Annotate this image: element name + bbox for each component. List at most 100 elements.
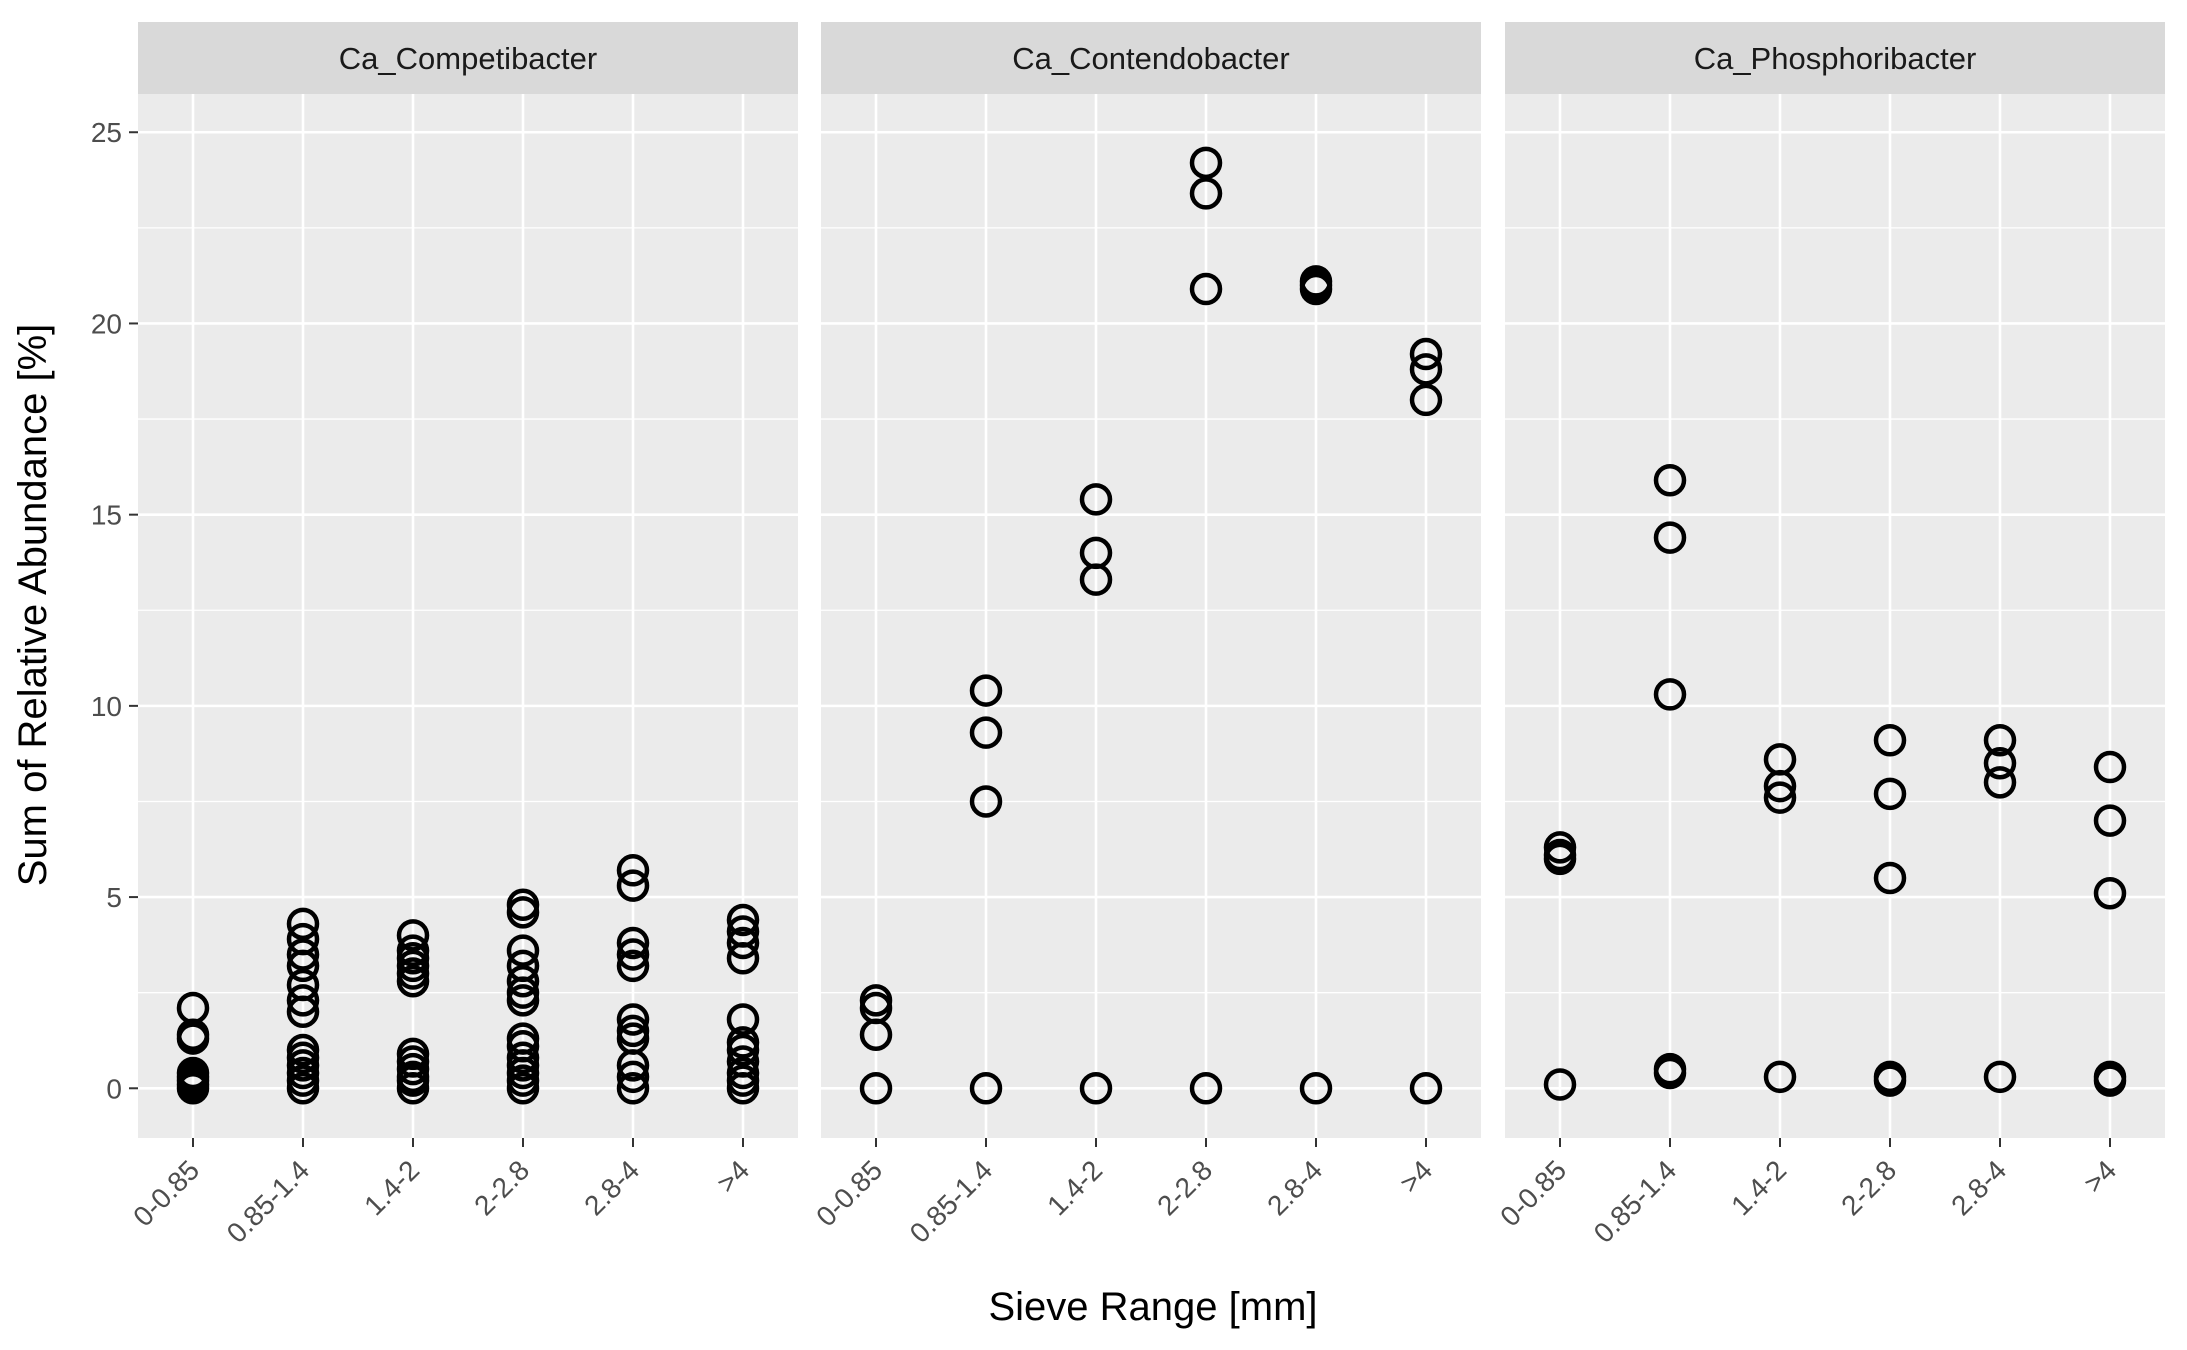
data-point — [286, 938, 320, 971]
data-point — [1079, 563, 1113, 596]
y-tick-label: 0 — [106, 1073, 122, 1104]
data-point — [1763, 769, 1797, 803]
data-point — [616, 1060, 650, 1094]
data-point — [286, 995, 320, 1029]
data-point — [1079, 483, 1113, 516]
x-tick-label: 0.85-1.4 — [1588, 1154, 1683, 1249]
x-tick-label: 2.8-4 — [1261, 1154, 1328, 1221]
data-point — [176, 1022, 210, 1055]
data-point — [396, 964, 430, 998]
data-point — [969, 674, 1003, 707]
points-group — [859, 146, 1443, 1105]
data-point — [969, 1072, 1003, 1105]
data-point — [616, 1072, 650, 1105]
data-point — [1079, 1072, 1113, 1105]
panel-3: Ca_Phosphoribacter 0-0.85 0.85-1.4 1.4-2 2-2… — [1494, 22, 2165, 1249]
data-point — [1189, 272, 1223, 306]
data-point — [1189, 1072, 1223, 1105]
y-axis-title: Sum of Relative Abundance [%] — [11, 324, 55, 887]
data-point — [726, 1072, 760, 1105]
data-point — [969, 716, 1003, 749]
y-tick-label: 5 — [106, 882, 122, 913]
x-tick-label: >4 — [2078, 1154, 2123, 1199]
data-point — [396, 919, 430, 952]
data-point — [616, 938, 650, 971]
data-point — [1189, 146, 1223, 180]
data-point — [1409, 353, 1443, 386]
data-point — [1543, 1068, 1577, 1101]
facet-title: Ca_Competibacter — [339, 41, 597, 76]
x-tick-label: 0.85-1.4 — [221, 1154, 316, 1249]
data-point — [616, 1049, 650, 1082]
panel-background — [821, 94, 1481, 1138]
data-point — [506, 964, 540, 998]
data-point — [726, 1003, 760, 1036]
data-point — [1653, 521, 1687, 554]
data-point — [726, 1033, 760, 1067]
data-point — [286, 907, 320, 941]
data-point — [1299, 272, 1333, 306]
x-tick-label: 1.4-2 — [1041, 1154, 1108, 1221]
data-point — [506, 934, 540, 967]
data-point — [1409, 1072, 1443, 1105]
data-point — [616, 1003, 650, 1036]
x-tick-label: 2-2.8 — [1835, 1154, 1902, 1221]
y-axis: 0 5 10 15 20 25 — [91, 117, 138, 1104]
data-point — [1983, 1060, 2017, 1094]
x-tick-label: >4 — [1394, 1154, 1439, 1199]
y-tick-label: 20 — [91, 308, 122, 339]
data-point — [2093, 750, 2127, 784]
data-point — [1653, 463, 1687, 497]
data-point — [726, 926, 760, 960]
data-point — [859, 1018, 893, 1051]
x-tick-label: 0-0.85 — [1494, 1154, 1572, 1232]
data-point — [1653, 1056, 1687, 1090]
data-point — [859, 1072, 893, 1105]
data-point — [286, 949, 320, 983]
data-point — [286, 984, 320, 1017]
panel-2: Ca_Contendobacter 0-0.85 0.85-1.4 1.4-2 2-2.… — [810, 22, 1481, 1249]
panel-background — [1505, 94, 2165, 1138]
data-point — [1983, 766, 2017, 799]
data-point — [1409, 337, 1443, 371]
x-tick-label: 2.8-4 — [578, 1154, 645, 1221]
data-point — [1873, 777, 1907, 811]
data-point — [1543, 842, 1577, 876]
x-tick-label: 1.4-2 — [358, 1154, 425, 1221]
x-tick-label: 0.85-1.4 — [904, 1154, 999, 1249]
points-group — [1543, 463, 2127, 1101]
x-axis-title: Sieve Range [mm] — [988, 1285, 1317, 1329]
x-tick-label: 2-2.8 — [468, 1154, 535, 1221]
facet-title: Ca_Phosphoribacter — [1694, 41, 1977, 76]
facet-strip — [138, 22, 798, 94]
panel-background — [138, 94, 798, 1138]
data-point — [506, 896, 540, 929]
data-point — [506, 1072, 540, 1105]
data-point — [1873, 861, 1907, 895]
data-point — [176, 1072, 210, 1105]
y-tick-label: 25 — [91, 117, 122, 148]
data-point — [1983, 746, 2017, 780]
points-group — [176, 854, 760, 1105]
data-point — [726, 942, 760, 975]
data-point — [1409, 383, 1443, 417]
data-point — [2093, 1064, 2127, 1097]
x-tick-label: 2-2.8 — [1151, 1154, 1218, 1221]
facet-title: Ca_Contendobacter — [1012, 41, 1289, 76]
data-point — [1873, 724, 1907, 757]
data-point — [616, 854, 650, 887]
data-point — [1189, 177, 1223, 210]
data-point — [506, 984, 540, 1017]
x-tick-label: 1.4-2 — [1725, 1154, 1792, 1221]
data-point — [616, 869, 650, 902]
data-point — [1873, 1064, 1907, 1097]
data-point — [726, 903, 760, 937]
x-tick-label: 0-0.85 — [127, 1154, 205, 1232]
facet-strip — [821, 22, 1481, 94]
y-tick-label: 15 — [91, 500, 122, 531]
data-point — [2093, 804, 2127, 837]
data-point — [1983, 724, 2017, 757]
panel-1: Ca_Competibacter 0-0.85 0.85-1.4 1.4-2 2-2.8… — [127, 22, 798, 1249]
